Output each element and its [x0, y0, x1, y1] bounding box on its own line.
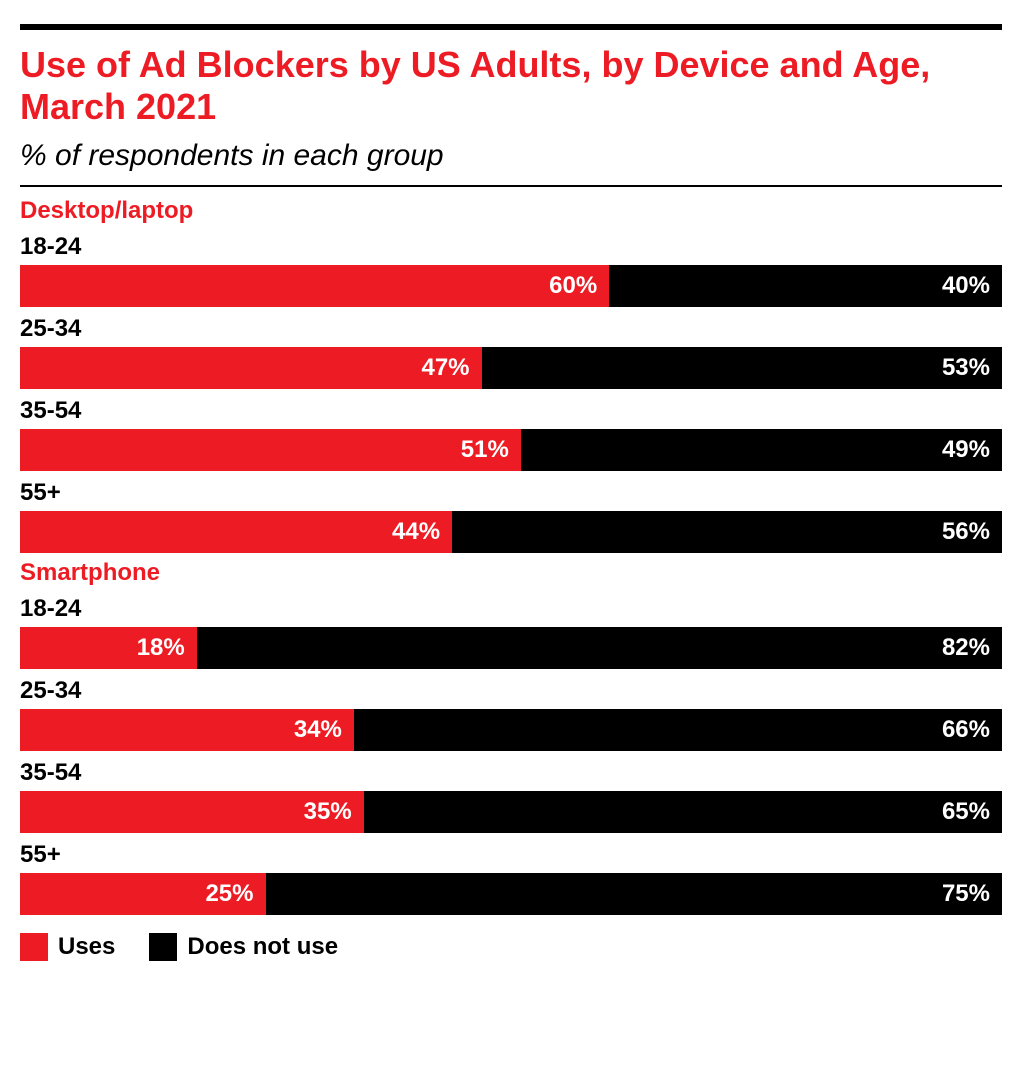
bar-segment-uses: 47%	[20, 347, 482, 389]
bar-segment-uses: 51%	[20, 429, 521, 471]
stacked-bar: 25%75%	[20, 873, 1002, 915]
legend: Uses Does not use	[20, 933, 1002, 961]
bar-segment-does-not-use: 53%	[482, 347, 1002, 389]
legend-item-uses: Uses	[20, 933, 115, 961]
bar-segment-does-not-use: 40%	[609, 265, 1002, 307]
stacked-bar: 35%65%	[20, 791, 1002, 833]
group-heading: Desktop/laptop	[20, 197, 1002, 225]
bar-segment-does-not-use: 66%	[354, 709, 1002, 751]
legend-swatch-uses	[20, 933, 48, 961]
legend-label-uses: Uses	[58, 933, 115, 961]
legend-item-does-not-use: Does not use	[149, 933, 338, 961]
chart-subtitle: % of respondents in each group	[20, 139, 1002, 173]
stacked-bar: 18%82%	[20, 627, 1002, 669]
bar-segment-does-not-use: 56%	[452, 511, 1002, 553]
stacked-bar: 51%49%	[20, 429, 1002, 471]
bar-segment-does-not-use: 49%	[521, 429, 1002, 471]
top-rule	[20, 24, 1002, 30]
age-label: 55+	[20, 841, 1002, 869]
divider	[20, 185, 1002, 187]
age-label: 18-24	[20, 233, 1002, 261]
bar-segment-does-not-use: 65%	[364, 791, 1002, 833]
bar-segment-uses: 35%	[20, 791, 364, 833]
chart-title: Use of Ad Blockers by US Adults, by Devi…	[20, 44, 1002, 129]
age-label: 35-54	[20, 397, 1002, 425]
bar-segment-does-not-use: 75%	[266, 873, 1003, 915]
bar-segment-uses: 44%	[20, 511, 452, 553]
bar-segment-does-not-use: 82%	[197, 627, 1002, 669]
group-heading: Smartphone	[20, 559, 1002, 587]
legend-label-does-not-use: Does not use	[187, 933, 338, 961]
stacked-bar: 47%53%	[20, 347, 1002, 389]
stacked-bar: 44%56%	[20, 511, 1002, 553]
chart-body: Desktop/laptop 18-24 60%40% 25-34 47%53% 35-5…	[20, 197, 1002, 915]
bar-segment-uses: 25%	[20, 873, 266, 915]
legend-swatch-does-not-use	[149, 933, 177, 961]
age-label: 55+	[20, 479, 1002, 507]
age-label: 18-24	[20, 595, 1002, 623]
stacked-bar: 34%66%	[20, 709, 1002, 751]
age-label: 25-34	[20, 315, 1002, 343]
bar-segment-uses: 34%	[20, 709, 354, 751]
age-label: 25-34	[20, 677, 1002, 705]
stacked-bar: 60%40%	[20, 265, 1002, 307]
bar-segment-uses: 18%	[20, 627, 197, 669]
age-label: 35-54	[20, 759, 1002, 787]
bar-segment-uses: 60%	[20, 265, 609, 307]
